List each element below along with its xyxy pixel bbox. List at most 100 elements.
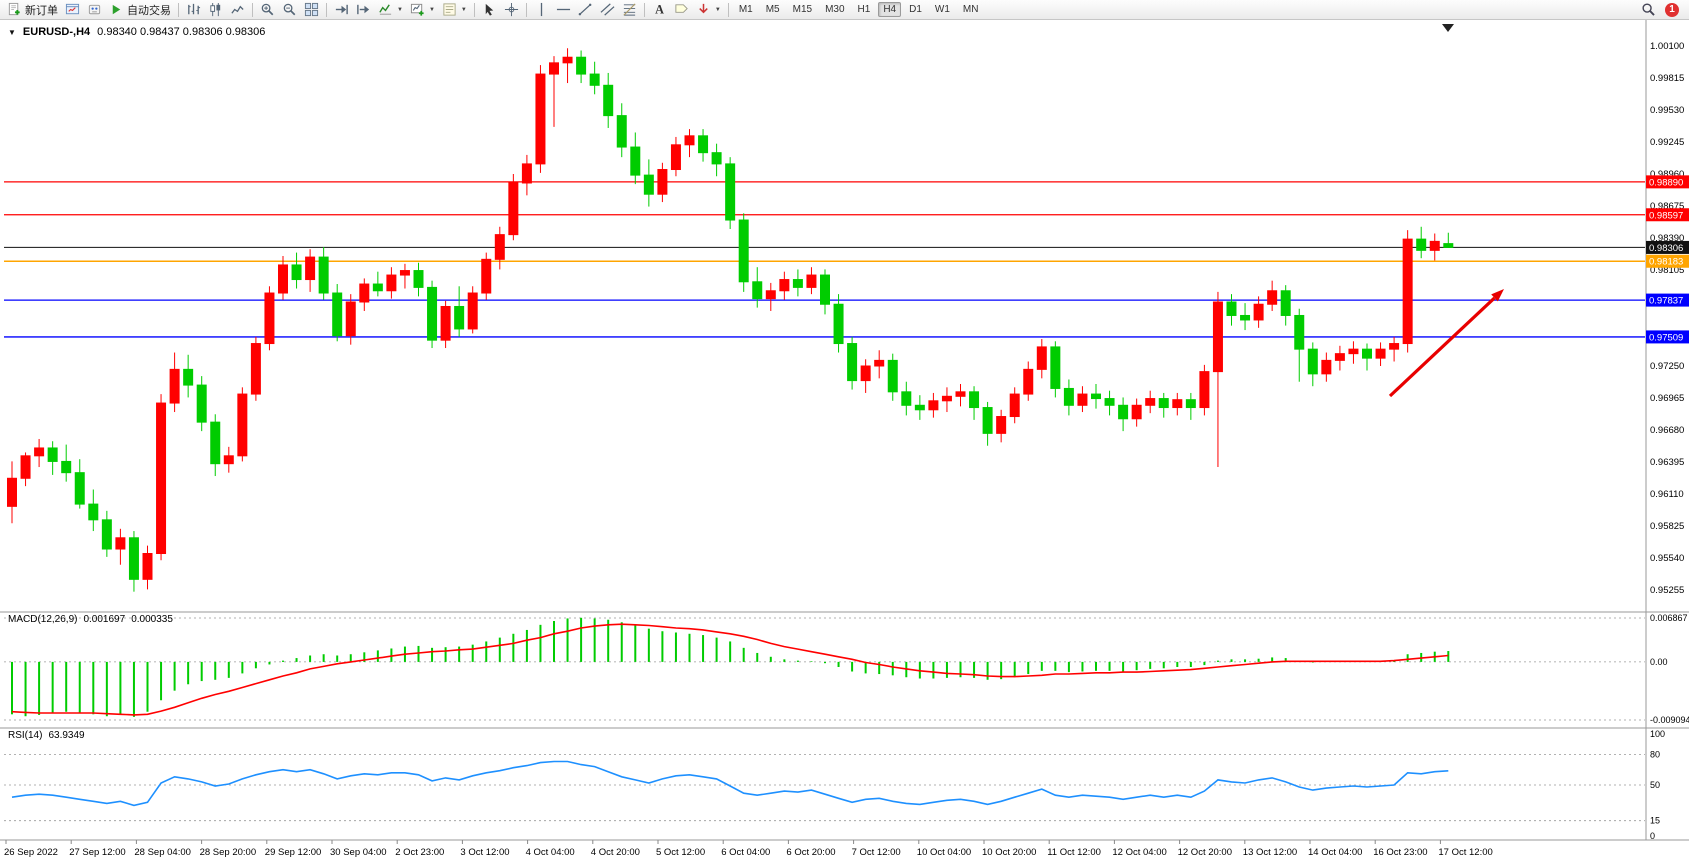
svg-text:14 Oct 04:00: 14 Oct 04:00 bbox=[1308, 847, 1362, 858]
svg-text:5 Oct 12:00: 5 Oct 12:00 bbox=[656, 847, 705, 858]
candle-body bbox=[914, 404, 925, 411]
horizontal-line-icon bbox=[556, 8, 570, 11]
timeframe-h4-button[interactable]: H4 bbox=[878, 2, 902, 17]
timeframe-w1-button[interactable]: W1 bbox=[934, 4, 950, 15]
svg-text:0.99245: 0.99245 bbox=[1650, 137, 1684, 148]
chart-window-icon bbox=[65, 3, 80, 15]
search-button[interactable] bbox=[1638, 0, 1659, 20]
candle-body bbox=[494, 234, 505, 260]
candle-body bbox=[1267, 290, 1278, 305]
label-icon bbox=[675, 4, 688, 13]
toolbar-buttons: 新订单 自动交易 ▼ ▼ ▼ A ▼ M1 M5 M15 M30 H1 H4 D1 W1 MN bbox=[4, 0, 1638, 20]
timeframe-mn-button[interactable]: MN bbox=[962, 4, 979, 15]
candle-body bbox=[413, 270, 424, 288]
line-chart-icon bbox=[231, 5, 244, 14]
line-chart-mode-button[interactable] bbox=[227, 0, 248, 20]
price-chart[interactable]: 1.00100 0.99815 0.99530 0.99245 0.98960 0.986… bbox=[0, 20, 1689, 858]
shapes-icon bbox=[699, 3, 708, 14]
horizontal-levels[interactable]: 0.98890 0.98597 0.98306 0.98183 0.97837 0.975… bbox=[4, 175, 1689, 344]
candle-body bbox=[1321, 359, 1332, 375]
candle-body bbox=[901, 391, 912, 406]
zoom-in-icon bbox=[261, 3, 274, 16]
candle-body bbox=[1185, 399, 1196, 409]
toolbar-right: 1 bbox=[1638, 0, 1685, 20]
time-axis: 26 Sep 2022 27 Sep 12:00 28 Sep 04:00 28 Se… bbox=[4, 840, 1493, 858]
notification-badge[interactable]: 1 bbox=[1665, 2, 1679, 17]
equidistant-channel-button[interactable] bbox=[597, 0, 618, 20]
svg-text:10 Oct 20:00: 10 Oct 20:00 bbox=[982, 847, 1036, 858]
candle-body bbox=[725, 163, 736, 221]
candle-body bbox=[454, 305, 465, 330]
cursor-button[interactable] bbox=[479, 0, 500, 20]
horizontal-line-button[interactable] bbox=[553, 0, 574, 20]
rsi-label: RSI(14) 63.9349 bbox=[8, 730, 85, 741]
auto-trading-button[interactable]: 自动交易 bbox=[106, 0, 174, 20]
svg-text:3 Oct 12:00: 3 Oct 12:00 bbox=[460, 847, 509, 858]
svg-text:0.95825: 0.95825 bbox=[1650, 521, 1684, 532]
candle-body bbox=[698, 135, 709, 154]
svg-text:0.95540: 0.95540 bbox=[1650, 553, 1684, 564]
price-tag bbox=[1646, 175, 1689, 189]
trendline-icon bbox=[578, 3, 592, 16]
svg-text:13 Oct 12:00: 13 Oct 12:00 bbox=[1243, 847, 1297, 858]
svg-text:0.97837: 0.97837 bbox=[1649, 296, 1683, 307]
tile-windows-button[interactable] bbox=[301, 0, 322, 20]
candle-body bbox=[887, 359, 898, 393]
svg-text:0: 0 bbox=[1650, 831, 1655, 841]
new-chart-button[interactable]: ▼ bbox=[407, 0, 438, 20]
candlestick-mode-button[interactable] bbox=[205, 0, 226, 20]
candle-body bbox=[318, 256, 329, 294]
timeframe-d1-button[interactable]: D1 bbox=[909, 4, 922, 15]
arrow-tools-button[interactable]: ▼ bbox=[693, 0, 724, 20]
charts-window-button[interactable] bbox=[62, 0, 83, 20]
candle-body bbox=[386, 274, 397, 292]
collapse-triangle-icon[interactable]: ▼ bbox=[8, 27, 16, 37]
candle-body bbox=[1429, 240, 1440, 251]
fibonacci-button[interactable] bbox=[619, 0, 640, 20]
crosshair-button[interactable] bbox=[501, 0, 522, 20]
svg-text:0.98890: 0.98890 bbox=[1649, 177, 1683, 188]
candle-body bbox=[928, 400, 939, 411]
candle-body bbox=[47, 447, 58, 462]
trendline-button[interactable] bbox=[575, 0, 596, 20]
timeframe-m1-button[interactable]: M1 bbox=[738, 4, 753, 15]
macd-signal-line bbox=[11, 623, 1449, 716]
indicators-button[interactable]: ▼ bbox=[375, 0, 406, 20]
text-label-button[interactable] bbox=[671, 0, 692, 20]
price-tag bbox=[1646, 208, 1689, 222]
candle-body bbox=[1334, 353, 1345, 361]
timeframe-h1-button[interactable]: H1 bbox=[857, 4, 871, 15]
timeframe-m15-button[interactable]: M15 bbox=[792, 4, 813, 15]
candle-body bbox=[291, 264, 302, 281]
zoom-out-button[interactable] bbox=[279, 0, 300, 20]
bar-chart-mode-button[interactable] bbox=[183, 0, 204, 20]
indicators-icon bbox=[379, 4, 392, 15]
candle-body bbox=[1389, 343, 1400, 350]
price-tag bbox=[1646, 293, 1689, 307]
expert-advisors-button[interactable] bbox=[84, 0, 105, 20]
candle-body bbox=[752, 281, 763, 300]
svg-text:0.95255: 0.95255 bbox=[1650, 585, 1684, 596]
candle-body bbox=[820, 274, 830, 305]
vertical-line-button[interactable] bbox=[531, 0, 552, 20]
candle-body bbox=[860, 365, 871, 382]
svg-text:6 Oct 04:00: 6 Oct 04:00 bbox=[721, 847, 770, 858]
candle-body bbox=[74, 472, 85, 505]
text-button[interactable]: A bbox=[649, 0, 670, 20]
trend-arrow-annotation[interactable] bbox=[1388, 289, 1504, 398]
new-order-button[interactable]: 新订单 bbox=[4, 0, 61, 20]
candle-body bbox=[630, 146, 641, 176]
candle-body bbox=[616, 115, 627, 148]
chart-shift-button[interactable] bbox=[353, 0, 374, 20]
zoom-in-button[interactable] bbox=[257, 0, 278, 20]
candle-body bbox=[440, 305, 451, 341]
templates-button[interactable]: ▼ bbox=[439, 0, 470, 20]
svg-text:4 Oct 04:00: 4 Oct 04:00 bbox=[526, 847, 575, 858]
timeframe-m30-button[interactable]: M30 bbox=[825, 4, 845, 15]
candle-body bbox=[562, 56, 573, 64]
chart-shift-marker-icon[interactable] bbox=[1442, 24, 1454, 32]
svg-text:0.98960: 0.98960 bbox=[1650, 169, 1684, 180]
timeframe-m5-button[interactable]: M5 bbox=[765, 4, 780, 15]
candle-body bbox=[535, 73, 546, 165]
auto-scroll-button[interactable] bbox=[331, 0, 352, 20]
